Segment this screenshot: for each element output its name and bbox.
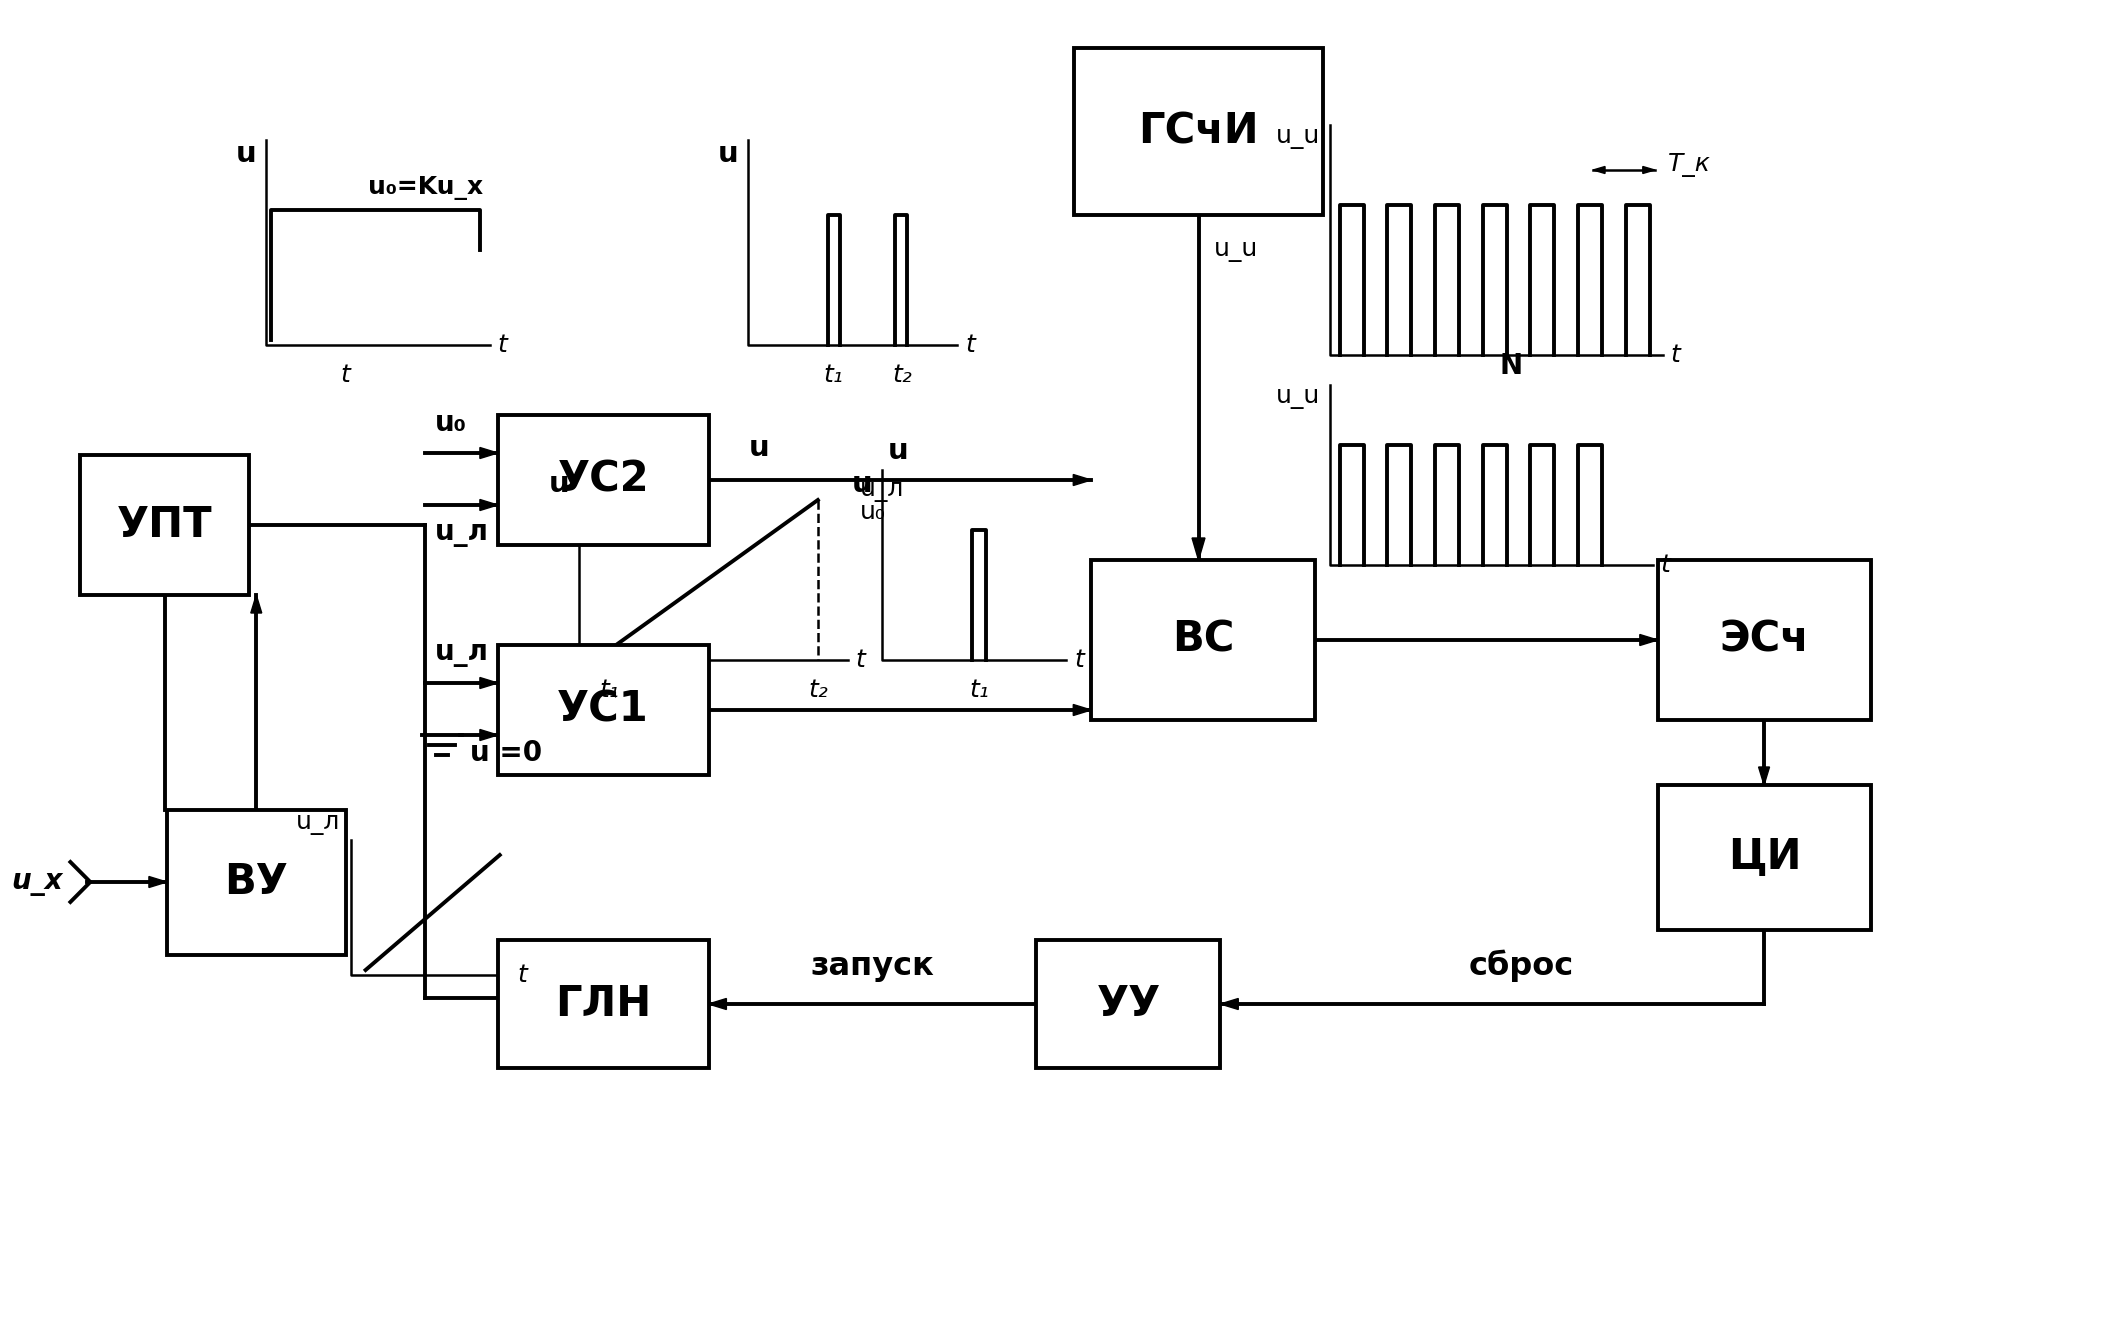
Bar (1074, 48, 1324, 215)
Text: t₁: t₁ (969, 678, 990, 702)
Text: t: t (340, 363, 351, 387)
Polygon shape (708, 999, 727, 1010)
Bar (498, 940, 708, 1069)
Text: УС2: УС2 (557, 459, 649, 502)
Text: u: u (851, 470, 872, 498)
Text: u_л: u_л (859, 478, 903, 502)
Text: u_л: u_л (296, 811, 340, 835)
Text: u: u (235, 140, 256, 168)
Text: ГСчИ: ГСчИ (1139, 111, 1258, 152)
Text: N: N (1498, 352, 1521, 380)
Polygon shape (479, 499, 498, 511)
Text: u₀=Ku_x: u₀=Ku_x (368, 176, 483, 200)
Bar (1658, 784, 1872, 930)
Text: УУ: УУ (1097, 983, 1160, 1025)
Polygon shape (1593, 167, 1605, 173)
Text: u: u (548, 470, 569, 498)
Text: u_л: u_л (435, 519, 490, 547)
Text: запуск: запуск (811, 951, 935, 982)
Bar (1090, 560, 1315, 720)
Bar (1036, 940, 1221, 1069)
Text: u_u: u_u (1275, 386, 1319, 410)
Polygon shape (1191, 538, 1206, 560)
Polygon shape (1639, 635, 1658, 646)
Text: u_u: u_u (1214, 237, 1258, 261)
Text: t: t (1670, 343, 1681, 367)
Bar (166, 810, 347, 955)
Polygon shape (149, 876, 166, 887)
Text: u: u (719, 140, 737, 168)
Text: УПТ: УПТ (118, 504, 212, 546)
Text: u₀: u₀ (859, 500, 885, 524)
Polygon shape (1074, 475, 1090, 486)
Text: УС1: УС1 (557, 688, 649, 731)
Text: u_x: u_x (11, 868, 63, 896)
Text: ГЛН: ГЛН (555, 983, 651, 1025)
Text: t: t (855, 648, 866, 672)
Text: ЭСч: ЭСч (1721, 619, 1809, 662)
Polygon shape (1759, 767, 1769, 784)
Text: u₀: u₀ (435, 410, 466, 438)
Polygon shape (1643, 167, 1656, 173)
Text: ЦИ: ЦИ (1727, 836, 1801, 879)
Text: t: t (1074, 648, 1084, 672)
Text: ВУ: ВУ (225, 862, 288, 903)
Bar (498, 646, 708, 775)
Text: t₂: t₂ (893, 363, 912, 387)
Text: сброс: сброс (1469, 950, 1574, 982)
Polygon shape (479, 730, 498, 740)
Bar (80, 455, 250, 595)
Text: t: t (498, 334, 508, 358)
Polygon shape (1221, 999, 1237, 1010)
Text: t: t (964, 334, 975, 358)
Text: t: t (517, 963, 527, 987)
Text: t₂: t₂ (809, 678, 828, 702)
Text: u: u (748, 434, 769, 462)
Text: t₁: t₁ (599, 678, 620, 702)
Text: u_л: u_л (435, 639, 490, 667)
Text: u_u: u_u (1275, 125, 1319, 149)
Text: t: t (1660, 554, 1670, 578)
Bar (1658, 560, 1872, 720)
Text: t₁: t₁ (824, 363, 845, 387)
Polygon shape (479, 678, 498, 688)
Polygon shape (1074, 704, 1090, 715)
Text: T_к: T_к (1668, 153, 1710, 177)
Polygon shape (479, 447, 498, 459)
Bar (498, 415, 708, 546)
Polygon shape (250, 595, 263, 614)
Text: ВС: ВС (1172, 619, 1233, 662)
Text: u =0: u =0 (471, 739, 542, 767)
Text: u: u (887, 438, 908, 466)
